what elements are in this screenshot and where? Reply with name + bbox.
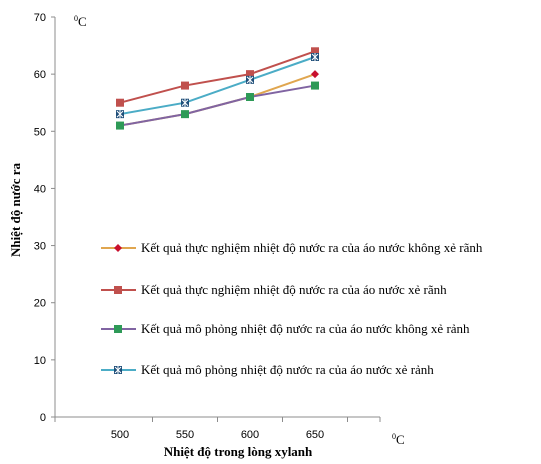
- x-tick-label: 550: [176, 429, 194, 441]
- legend-item-1: Kết quả thực nghiệm nhiệt độ nước ra của…: [101, 240, 483, 255]
- x-ticks: 500 550 600 650: [54, 417, 381, 441]
- legend-label: Kết quả mô phỏng nhiệt độ nước ra của áo…: [141, 362, 434, 377]
- series-line: [119, 73, 316, 127]
- data-point: [181, 110, 189, 119]
- legend-item-3: Kết quả mô phỏng nhiệt độ nước ra của áo…: [101, 321, 470, 336]
- y-ticks: 0 10 20 30 40 50 60 70: [34, 12, 55, 424]
- series-2: [116, 47, 319, 107]
- legend-label: Kết quả thực nghiệm nhiệt độ nước ra của…: [141, 240, 483, 255]
- y-tick-label: 50: [34, 126, 46, 138]
- data-point: [246, 70, 254, 79]
- y-tick-label: 30: [34, 241, 46, 253]
- y-tick-label: 60: [34, 69, 46, 81]
- series-line: [119, 56, 316, 116]
- data-point: [181, 98, 189, 107]
- series-line: [119, 50, 316, 104]
- series-4: [116, 53, 319, 119]
- data-point: [116, 121, 124, 130]
- data-point: [246, 93, 254, 101]
- axes: [54, 17, 380, 418]
- y-unit-label: 0C: [74, 14, 87, 29]
- series-line: [119, 84, 316, 127]
- data-point: [311, 81, 319, 90]
- x-unit-label: 0C: [392, 432, 405, 447]
- data-point: [311, 47, 319, 56]
- legend-marker: [114, 325, 122, 333]
- y-tick-label: 70: [34, 12, 46, 24]
- data-point: [181, 81, 189, 90]
- y-tick-label: 10: [34, 355, 46, 367]
- legend: Kết quả thực nghiệm nhiệt độ nước ra của…: [101, 240, 483, 377]
- legend-marker: [114, 286, 122, 294]
- x-axis-title: Nhiệt độ trong lòng xylanh: [164, 444, 313, 459]
- y-axis-title: Nhiệt độ nước ra: [8, 162, 23, 257]
- legend-label: Kết quả mô phỏng nhiệt độ nước ra của áo…: [141, 321, 470, 336]
- x-tick-label: 650: [306, 429, 324, 441]
- data-point: [311, 70, 319, 79]
- y-tick-label: 40: [34, 183, 46, 195]
- x-tick-label: 500: [111, 429, 129, 441]
- data-point: [246, 75, 254, 84]
- data-point: [116, 98, 124, 107]
- data-point: [311, 53, 319, 61]
- x-tick-label: 600: [241, 429, 259, 441]
- legend-marker: [114, 366, 122, 374]
- data-point: [116, 110, 124, 119]
- legend-marker: [114, 244, 122, 252]
- series-group: [116, 47, 319, 130]
- legend-label: Kết quả thực nghiệm nhiệt độ nước ra của…: [141, 282, 447, 297]
- y-tick-label: 0: [40, 412, 46, 424]
- legend-item-2: Kết quả thực nghiệm nhiệt độ nước ra của…: [101, 282, 447, 297]
- y-tick-label: 20: [34, 298, 46, 310]
- series-3: [116, 81, 319, 130]
- legend-item-4: Kết quả mô phỏng nhiệt độ nước ra của áo…: [101, 362, 434, 377]
